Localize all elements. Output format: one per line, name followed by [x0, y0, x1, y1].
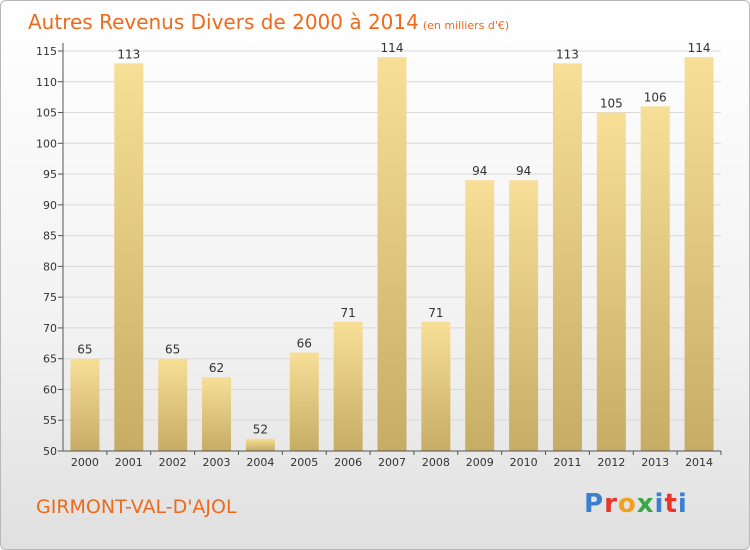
bar-2003 — [202, 377, 232, 451]
bar-2010 — [509, 180, 539, 451]
y-tick-label: 75 — [43, 291, 57, 304]
value-label: 114 — [381, 41, 404, 55]
value-label: 71 — [340, 306, 355, 320]
bar-2014 — [684, 57, 714, 452]
value-label: 65 — [165, 343, 180, 357]
bar-2013 — [640, 106, 670, 451]
y-tick-label: 65 — [43, 353, 57, 366]
bar-2012 — [596, 112, 626, 452]
x-tick-label: 2006 — [334, 456, 362, 469]
bars — [70, 57, 714, 452]
x-tick-label: 2000 — [71, 456, 99, 469]
bar-2002 — [158, 358, 188, 451]
value-label: 62 — [209, 361, 224, 375]
value-label: 71 — [428, 306, 443, 320]
logo-letter: r — [604, 489, 618, 519]
value-labels: 65 113 65 62 52 66 71 114 71 94 94 113 105 106 114 — [77, 41, 710, 437]
x-tick-label: 2009 — [466, 456, 494, 469]
value-label: 114 — [688, 41, 711, 55]
value-label: 113 — [556, 47, 579, 61]
location-name: GIRMONT-VAL-D'AJOL — [36, 496, 237, 518]
logo-letter: P — [584, 489, 605, 519]
y-tick-label: 90 — [43, 199, 57, 212]
y-tick-label: 50 — [43, 445, 57, 458]
y-tick-label: 100 — [36, 137, 57, 150]
x-tick-labels: 2000 2001 2002 2003 2004 2005 2006 2007 2008 2009… — [71, 456, 713, 469]
bar-2011 — [552, 63, 582, 452]
bar-2004 — [245, 438, 275, 451]
x-tick-label: 2007 — [378, 456, 406, 469]
x-tick-label: 2010 — [510, 456, 538, 469]
value-label: 94 — [472, 164, 487, 178]
x-tick-label: 2001 — [115, 456, 143, 469]
value-label: 105 — [600, 97, 623, 111]
bar-2005 — [289, 352, 319, 451]
proxiti-logo[interactable]: Proxiti — [584, 489, 688, 519]
chart-title: Autres Revenus Divers de 2000 à 2014 (en … — [28, 10, 509, 34]
x-tick-label: 2003 — [203, 456, 231, 469]
x-tick-label: 2012 — [597, 456, 625, 469]
y-tick-label: 70 — [43, 322, 57, 335]
logo-letter: x — [636, 489, 655, 519]
bar-2006 — [333, 321, 363, 451]
logo-letter: i — [654, 489, 665, 519]
value-label: 52 — [253, 423, 268, 437]
y-tick-labels: 50 55 60 65 70 75 80 85 90 95 100 105 110 115 — [36, 45, 57, 458]
y-tick-label: 80 — [43, 260, 57, 273]
y-tick-label: 95 — [43, 168, 57, 181]
axes — [58, 43, 722, 455]
x-tick-label: 2008 — [422, 456, 450, 469]
bar-2001 — [114, 63, 144, 452]
x-tick-label: 2005 — [290, 456, 318, 469]
logo-letter: o — [617, 489, 637, 519]
x-tick-label: 2004 — [246, 456, 274, 469]
x-tick-label: 2014 — [685, 456, 713, 469]
value-label: 106 — [644, 90, 667, 104]
logo-letter: t — [664, 489, 678, 519]
value-label: 113 — [117, 47, 140, 61]
bar-2007 — [377, 57, 407, 452]
value-label: 94 — [516, 164, 531, 178]
value-label: 66 — [297, 337, 312, 351]
chart-title-unit: (en milliers d'€) — [422, 19, 510, 32]
y-tick-label: 105 — [36, 107, 57, 120]
y-tick-label: 55 — [43, 414, 57, 427]
x-tick-label: 2002 — [159, 456, 187, 469]
x-tick-label: 2011 — [553, 456, 581, 469]
bar-2009 — [465, 180, 495, 451]
x-tick-label: 2013 — [641, 456, 669, 469]
y-tick-label: 85 — [43, 230, 57, 243]
y-tick-label: 110 — [36, 76, 57, 89]
y-tick-label: 115 — [36, 45, 57, 58]
logo-letter: i — [677, 489, 688, 519]
y-tick-label: 60 — [43, 383, 57, 396]
bar-2008 — [421, 321, 451, 451]
value-label: 65 — [77, 343, 92, 357]
bar-2000 — [70, 358, 100, 451]
chart-title-text: Autres Revenus Divers de 2000 à 2014 — [28, 10, 419, 34]
